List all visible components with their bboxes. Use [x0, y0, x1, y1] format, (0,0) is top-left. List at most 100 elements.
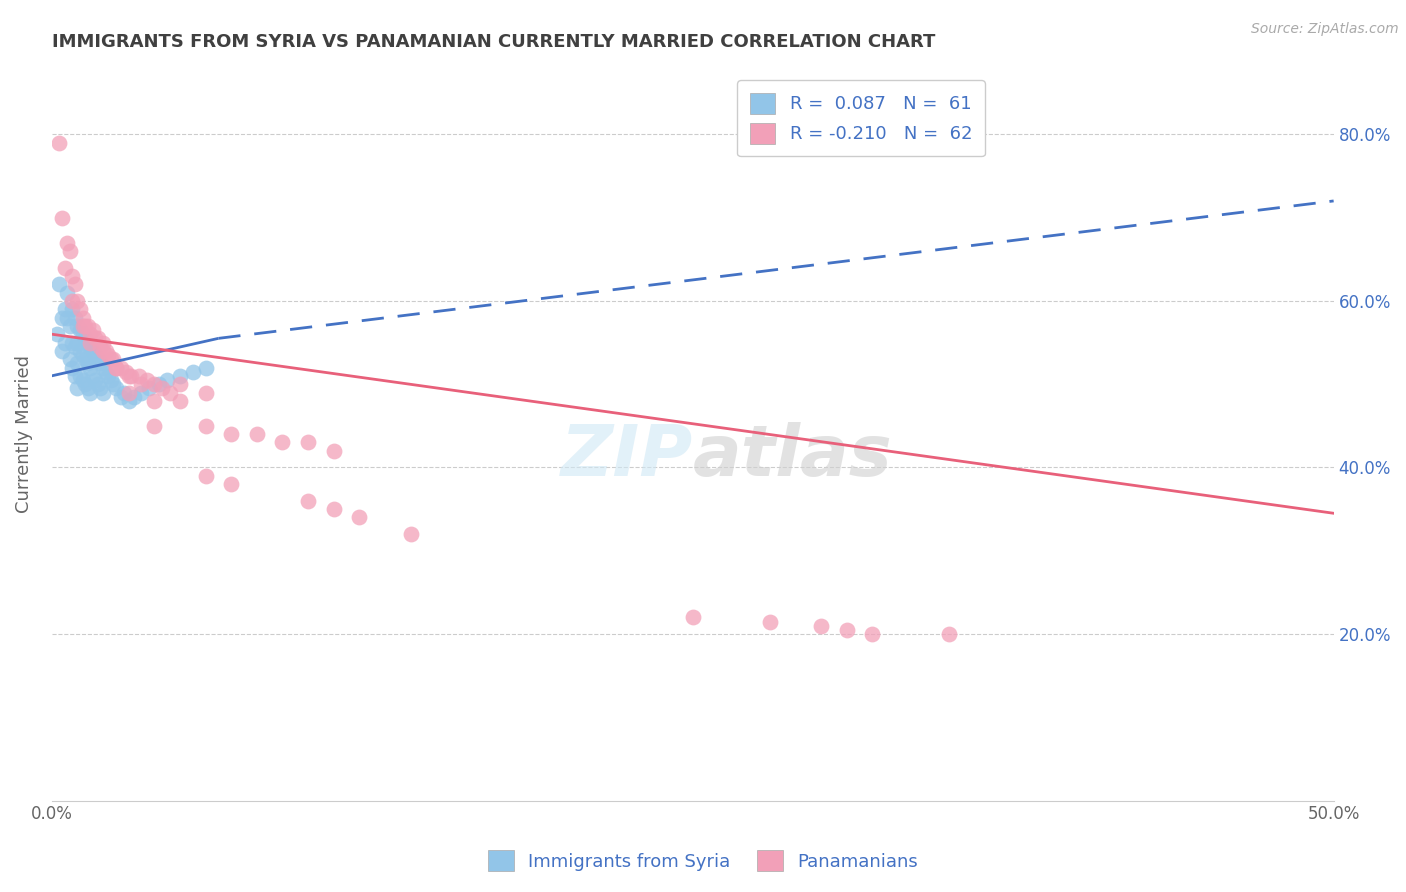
Point: [66, 335, 89, 350]
Point: [51, 310, 73, 325]
Point: [72, 348, 94, 362]
Point: [60, 360, 83, 375]
Point: [110, 390, 132, 404]
Point: [97, 348, 120, 362]
Point: [115, 365, 138, 379]
Point: [150, 381, 173, 395]
Point: [94, 365, 117, 379]
Point: [59, 352, 82, 367]
Point: [835, 623, 858, 637]
Point: [181, 365, 204, 379]
Point: [56, 285, 79, 300]
Point: [69, 343, 91, 358]
Point: [135, 373, 157, 387]
Point: [91, 385, 114, 400]
Point: [48, 277, 70, 292]
Point: [72, 310, 94, 325]
Point: [82, 368, 104, 383]
Point: [76, 335, 98, 350]
Point: [75, 331, 97, 345]
Point: [66, 381, 89, 395]
Point: [66, 356, 89, 370]
Point: [51, 211, 73, 225]
Point: [82, 323, 104, 337]
Point: [53, 260, 76, 275]
Point: [143, 418, 166, 433]
Point: [76, 318, 98, 333]
Point: [112, 385, 135, 400]
Point: [194, 418, 217, 433]
Point: [79, 327, 101, 342]
Point: [143, 393, 166, 408]
Legend: R =  0.087   N =  61, R = -0.210   N =  62: R = 0.087 N = 61, R = -0.210 N = 62: [737, 80, 986, 156]
Text: IMMIGRANTS FROM SYRIA VS PANAMANIAN CURRENTLY MARRIED CORRELATION CHART: IMMIGRANTS FROM SYRIA VS PANAMANIAN CURR…: [52, 33, 935, 51]
Point: [66, 293, 89, 308]
Point: [87, 352, 110, 367]
Point: [297, 493, 319, 508]
Point: [758, 615, 780, 629]
Point: [194, 360, 217, 375]
Text: ZIP: ZIP: [561, 422, 693, 491]
Point: [56, 235, 79, 250]
Point: [51, 343, 73, 358]
Point: [100, 373, 122, 387]
Point: [97, 368, 120, 383]
Point: [100, 352, 122, 367]
Point: [69, 368, 91, 383]
Point: [122, 390, 145, 404]
Point: [169, 377, 191, 392]
Point: [104, 360, 127, 375]
Point: [156, 373, 179, 387]
Point: [94, 343, 117, 358]
Point: [53, 302, 76, 317]
Point: [89, 340, 111, 354]
Point: [76, 356, 98, 370]
Point: [87, 377, 110, 392]
Point: [110, 360, 132, 375]
Point: [103, 377, 125, 392]
Point: [72, 327, 94, 342]
Point: [120, 368, 142, 383]
Point: [89, 356, 111, 370]
Point: [76, 381, 98, 395]
Point: [219, 477, 242, 491]
Point: [271, 435, 294, 450]
Point: [79, 360, 101, 375]
Point: [60, 268, 83, 283]
Point: [63, 368, 86, 383]
Point: [103, 352, 125, 367]
Point: [75, 352, 97, 367]
Point: [399, 527, 422, 541]
Text: Source: ZipAtlas.com: Source: ZipAtlas.com: [1251, 22, 1399, 37]
Point: [84, 348, 107, 362]
Point: [860, 627, 883, 641]
Point: [118, 385, 141, 400]
Point: [60, 293, 83, 308]
Point: [322, 502, 344, 516]
Point: [69, 302, 91, 317]
Point: [194, 468, 217, 483]
Point: [75, 377, 97, 392]
Point: [169, 393, 191, 408]
Point: [56, 310, 79, 325]
Point: [59, 244, 82, 258]
Point: [938, 627, 960, 641]
Point: [297, 435, 319, 450]
Point: [91, 335, 114, 350]
Point: [59, 318, 82, 333]
Point: [169, 368, 191, 383]
Point: [118, 368, 141, 383]
Point: [63, 340, 86, 354]
Point: [91, 360, 114, 375]
Legend: Immigrants from Syria, Panamanians: Immigrants from Syria, Panamanians: [481, 843, 925, 879]
Point: [45, 327, 67, 342]
Point: [79, 335, 101, 350]
Point: [148, 377, 170, 392]
Point: [91, 343, 114, 358]
Point: [131, 385, 153, 400]
Point: [143, 377, 166, 392]
Point: [75, 318, 97, 333]
Point: [79, 385, 101, 400]
Point: [63, 310, 86, 325]
Point: [72, 318, 94, 333]
